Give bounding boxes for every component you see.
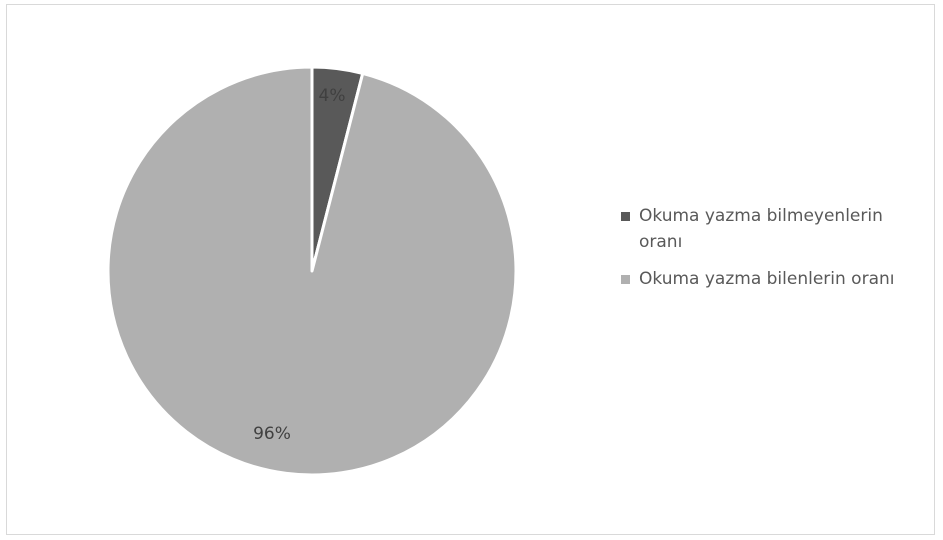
pie-slices: [106, 65, 518, 477]
legend-swatch-bilmeyenler: [621, 212, 630, 221]
chart-legend: Okuma yazma bilmeyenlerin oranı Okuma ya…: [617, 203, 927, 303]
legend-label-bilenler: Okuma yazma bilenlerin oranı: [639, 269, 895, 289]
pie-slice-bilenler: [106, 65, 518, 477]
legend-item-bilmeyenler: Okuma yazma bilmeyenlerin oranı: [617, 203, 927, 255]
legend-item-bilenler: Okuma yazma bilenlerin oranı: [617, 266, 927, 292]
legend-swatch-bilenler: [621, 275, 630, 284]
pie-data-labels: 4% 96%: [253, 86, 345, 444]
data-label-bilmeyenler: 4%: [319, 86, 346, 106]
legend-label-bilmeyenler: Okuma yazma bilmeyenlerin oranı: [639, 206, 883, 252]
chart-area: 4% 96% Okuma yazma bilmeyenlerin oranı Ok…: [6, 4, 935, 535]
data-label-bilenler: 96%: [253, 424, 291, 444]
pie-chart: 4% 96%: [106, 65, 518, 477]
